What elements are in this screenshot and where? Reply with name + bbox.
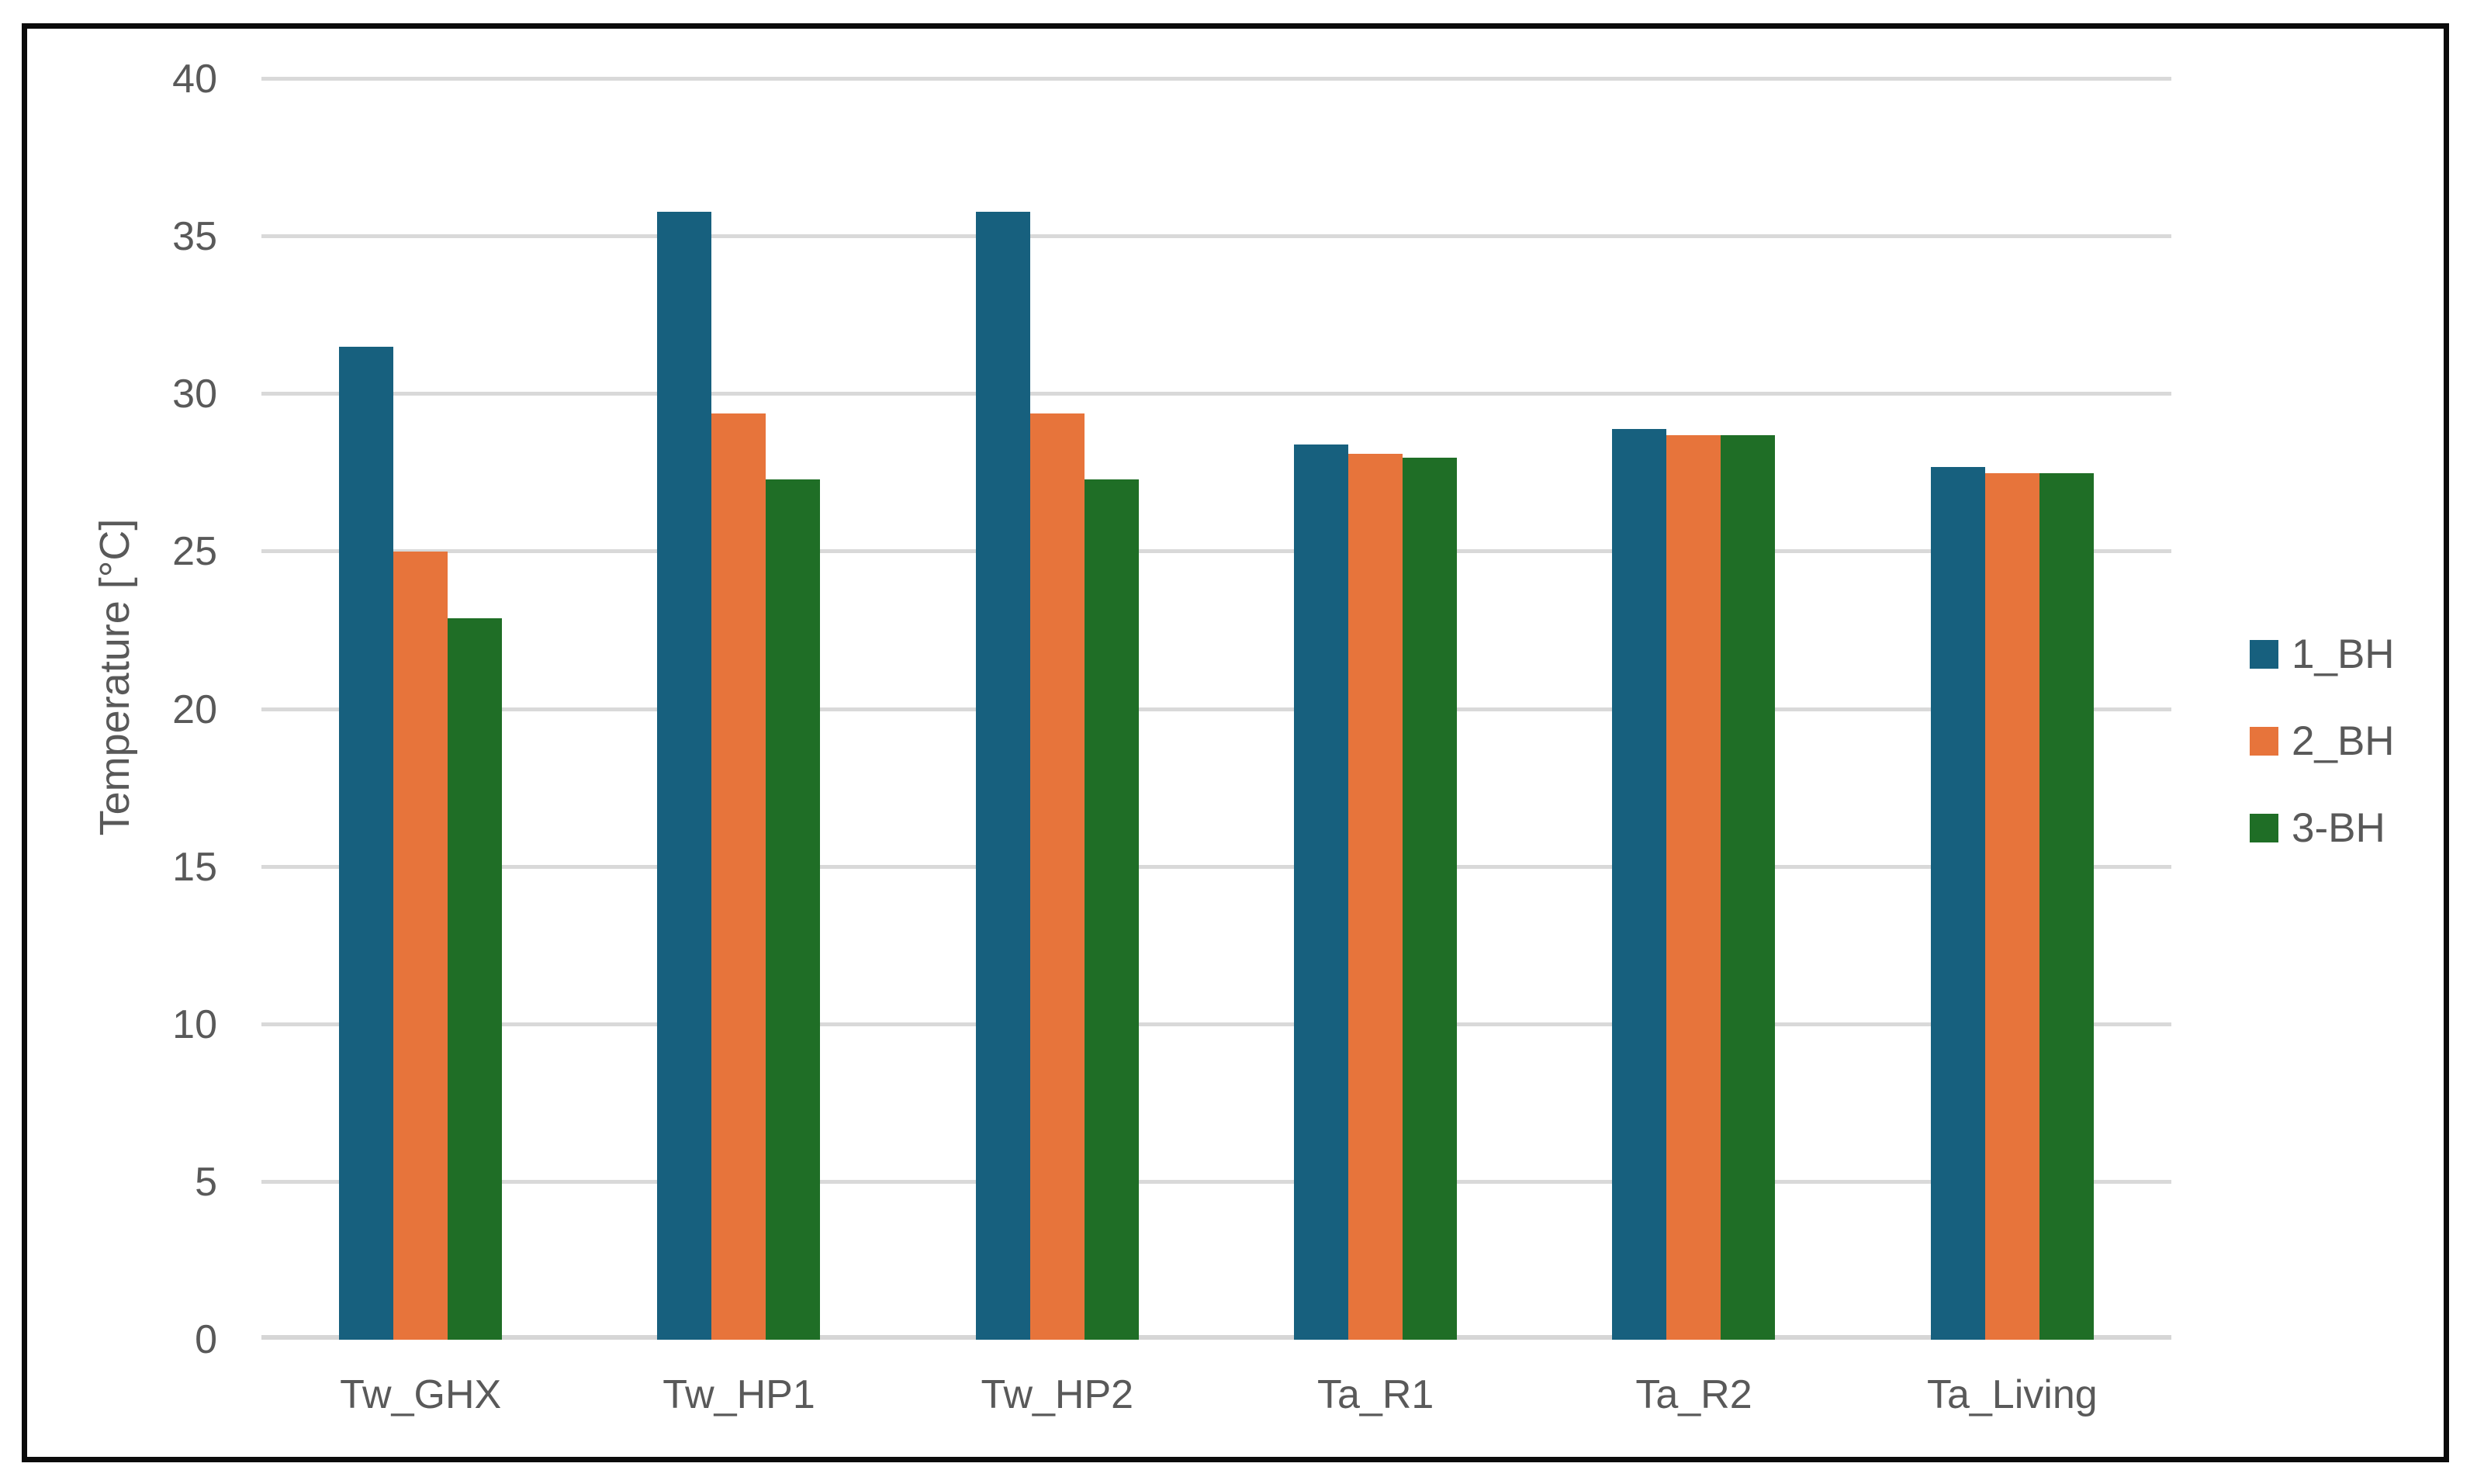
bar-1_BH-Ta_R1 xyxy=(1294,445,1349,1340)
bar-group-Ta_Living xyxy=(1853,79,2171,1340)
x-category-label-Ta_R2: Ta_R2 xyxy=(1635,1372,1752,1417)
bar-1_BH-Tw_HP1 xyxy=(657,211,712,1340)
y-tick-label-20: 20 xyxy=(172,687,217,732)
bar-1_BH-Ta_Living xyxy=(1930,466,1985,1340)
legend-label-3-BH: 3-BH xyxy=(2292,804,2385,851)
bar-3-BH-Tw_GHX xyxy=(448,617,503,1340)
legend-swatch-icon-1_BH xyxy=(2250,639,2278,669)
x-category-label-Tw_HP1: Tw_HP1 xyxy=(662,1372,815,1417)
legend-label-1_BH: 1_BH xyxy=(2292,631,2395,677)
legend-swatch-icon-3-BH xyxy=(2250,813,2278,842)
bar-3-BH-Tw_HP1 xyxy=(766,479,821,1340)
gridline-20 xyxy=(261,707,2171,711)
plot-area xyxy=(261,77,2171,1340)
bar-2_BH-Tw_HP1 xyxy=(711,413,766,1340)
y-tick-label-15: 15 xyxy=(172,844,217,890)
bar-2_BH-Ta_R1 xyxy=(1348,454,1403,1340)
bar-group-Tw_HP1 xyxy=(579,79,898,1340)
chart-border-frame xyxy=(22,23,2449,1462)
bar-1_BH-Tw_GHX xyxy=(339,347,394,1340)
gridline-35 xyxy=(261,234,2171,239)
x-category-label-Ta_Living: Ta_Living xyxy=(1926,1372,2098,1417)
bar-group-Ta_R2 xyxy=(1534,79,1853,1340)
x-axis-baseline xyxy=(261,1335,2171,1340)
gridline-5 xyxy=(261,1179,2171,1184)
bar-1_BH-Ta_R2 xyxy=(1612,428,1667,1340)
x-category-label-Tw_GHX: Tw_GHX xyxy=(340,1372,502,1417)
bar-2_BH-Tw_HP2 xyxy=(1029,413,1085,1340)
gridline-10 xyxy=(261,1022,2171,1026)
y-tick-label-35: 35 xyxy=(172,214,217,260)
bar-3-BH-Ta_R1 xyxy=(1403,457,1458,1340)
bar-group-Tw_HP2 xyxy=(898,79,1216,1340)
y-tick-label-30: 30 xyxy=(172,372,217,417)
bar-2_BH-Tw_GHX xyxy=(393,552,448,1340)
bar-3-BH-Ta_R2 xyxy=(1721,435,1776,1340)
gridline-25 xyxy=(261,549,2171,554)
x-category-label-Ta_R1: Ta_R1 xyxy=(1317,1372,1434,1417)
legend-item-3-BH: 3-BH xyxy=(2250,804,2395,851)
bar-3-BH-Tw_HP2 xyxy=(1084,479,1139,1340)
bar-2_BH-Ta_Living xyxy=(1984,472,2039,1340)
bar-group-Ta_R1 xyxy=(1216,79,1534,1340)
bar-group-Tw_GHX xyxy=(261,79,579,1340)
legend-swatch-icon-2_BH xyxy=(2250,726,2278,756)
gridline-15 xyxy=(261,864,2171,869)
x-category-label-Tw_HP2: Tw_HP2 xyxy=(981,1372,1134,1417)
bar-1_BH-Tw_HP2 xyxy=(975,211,1030,1340)
y-tick-label-25: 25 xyxy=(172,529,217,575)
bar-3-BH-Ta_Living xyxy=(2039,472,2094,1340)
y-tick-label-40: 40 xyxy=(172,57,217,102)
bar-2_BH-Ta_R2 xyxy=(1666,435,1721,1340)
y-tick-label-10: 10 xyxy=(172,1001,217,1047)
y-tick-label-0: 0 xyxy=(195,1317,217,1362)
legend-item-2_BH: 2_BH xyxy=(2250,718,2395,764)
gridline-40 xyxy=(261,77,2171,81)
legend-item-1_BH: 1_BH xyxy=(2250,631,2395,677)
gridline-30 xyxy=(261,392,2171,396)
legend-label-2_BH: 2_BH xyxy=(2292,718,2395,764)
y-tick-label-5: 5 xyxy=(195,1159,217,1205)
legend: 1_BH 2_BH 3-BH xyxy=(2250,631,2395,851)
